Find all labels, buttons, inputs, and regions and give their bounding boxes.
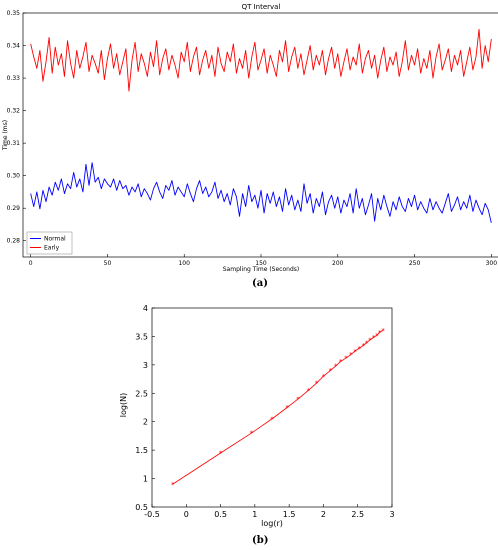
data-point-marker: * [171,481,175,489]
x-tick-label: 200 [332,260,344,267]
x-tick-label: 3 [389,510,394,519]
data-point-marker: * [315,380,319,388]
data-point-marker: * [296,396,300,404]
chart-a-legend: Normal Early [26,231,73,255]
chart-b-y-axis-label: log(N) [119,393,128,417]
y-tick-label: 0.31 [7,140,21,147]
caption-b: (b) [252,535,269,546]
legend-normal-label: Normal [44,236,66,243]
data-point-marker: * [365,339,369,347]
x-tick-label: 1.5 [283,510,296,519]
legend-box [26,231,73,255]
y-tick-label: 0.33 [7,75,21,82]
data-point-marker: * [285,404,289,412]
data-point-marker: * [378,329,382,337]
y-tick-label: 1 [143,475,148,484]
data-point-marker: * [344,355,348,363]
y-tick-label: 0.5 [135,503,148,512]
x-tick-label: 2 [321,510,326,519]
x-tick-label: 2.5 [351,510,364,519]
data-point-marker: * [334,363,338,371]
caption-a: (a) [252,278,268,289]
series-line-early [30,28,492,92]
data-point-marker: * [381,327,385,335]
y-tick-label: 0.30 [7,173,21,180]
data-point-marker: * [353,348,357,356]
x-tick-label: 100 [178,260,190,267]
x-tick-label: 250 [409,260,421,267]
x-tick-label: 300 [486,260,498,267]
series-line [172,329,384,485]
x-tick-label: -0.5 [144,510,160,519]
data-point-marker: * [372,334,376,342]
chart-a-series-lines [30,28,492,223]
x-tick-label: 1 [252,510,257,519]
log-log-chart: 0.511.522.533.54 -0.5 0 0.5 1 1.5 2 2.5 3 *****… [119,304,395,528]
data-point-marker: * [219,450,223,458]
data-point-marker: * [368,336,372,344]
x-tick-label: 0.5 [214,510,227,519]
chart-b-plot-frame [151,307,393,508]
data-point-marker: * [270,415,274,423]
chart-b-y-ticks: 0.5 1 1.5 2 2.5 3 3.5 4 [135,304,155,512]
data-point-marker: * [357,345,361,353]
chart-a-x-ticks: 0 50 100 150 200 250 300 [29,254,497,267]
data-point-marker: * [339,358,343,366]
data-point-marker: * [250,430,254,438]
data-point-marker: * [349,351,353,359]
y-tick-label: 0.35 [7,10,21,17]
data-point-marker: * [375,332,379,340]
chart-b-x-axis-label: log(r) [261,519,283,528]
y-tick-label: 0.32 [7,108,21,115]
chart-a-y-ticks: 0.28 0.29 0.30 0.31 0.32 0.33 0.34 0.35 [7,10,26,245]
x-tick-label: 150 [255,260,267,267]
y-tick-label: 1.5 [135,446,148,455]
chart-a-plot-frame [22,12,498,258]
data-point-marker: * [322,373,326,381]
x-tick-label: 0 [29,260,33,267]
chart-b-series: ************ * * * * * * * * * * * [171,327,386,489]
chart-b-x-ticks: -0.5 0 0.5 1 1.5 2 2.5 3 [144,504,395,519]
y-tick-label: 4 [143,304,148,313]
chart-a-y-axis-label: Time (ms) [2,120,9,151]
y-tick-label: 0.34 [7,43,21,50]
x-tick-label: 0 [184,510,189,519]
y-tick-label: 3 [143,361,148,370]
data-point-marker: * [329,367,333,375]
qt-interval-chart: QT Interval 0.28 0.29 0.30 0.31 0.32 0.33 0.34… [2,3,498,273]
y-tick-label: 0.29 [7,205,21,212]
x-tick-label: 50 [104,260,112,267]
chart-a-x-axis-label: Sampling Time (Seconds) [223,266,299,273]
chart-a-title: QT Interval [242,3,281,11]
data-point-marker: * [361,342,365,350]
series-line-normal [30,162,492,223]
y-tick-label: 2 [143,418,148,427]
y-tick-label: 0.28 [7,238,21,245]
data-point-marker: * [307,387,311,395]
legend-early-label: Early [44,245,60,252]
y-tick-label: 3.5 [135,332,148,341]
y-tick-label: 2.5 [135,389,148,398]
